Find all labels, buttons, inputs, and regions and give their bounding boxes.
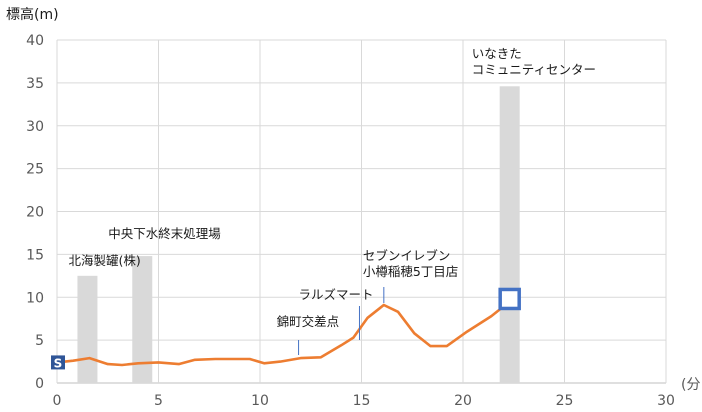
x-tick-label: 30 [657,393,675,409]
annotation-label: 中央下水終末処理場 [108,226,221,241]
landmark-bar [77,275,98,383]
y-tick-label: 15 [26,247,44,263]
start-marker [51,355,65,370]
y-tick-label: 40 [26,33,44,49]
annotation-label: コミュニティセンター [472,62,596,77]
annotation-label: セブンイレブン [363,248,451,263]
x-tick-label: 10 [251,393,269,409]
x-axis-unit-label: (分 [681,377,700,393]
start-marker-label: S [54,356,63,370]
x-tick-label: 25 [556,393,574,409]
end-marker [498,287,521,311]
x-tick-label: 15 [353,393,371,409]
x-tick-label: 0 [53,393,62,409]
tick-layer: 0 5 10 15 20 25 30 35 40 0 5 10 15 20 25 30 [26,33,675,409]
annotation-label: 北海製罐(株) [68,253,140,268]
marker-layer: S [51,287,521,370]
y-tick-label: 20 [26,205,44,221]
y-tick-label: 5 [35,333,44,349]
x-tick-label: 20 [454,393,472,409]
line-layer [55,300,512,367]
annotation-label: 錦町交差点 [277,314,340,329]
y-tick-label: 30 [26,119,44,135]
annotation-label: いなきた [472,46,522,61]
annotation-label: 小樽稲穂5丁目店 [363,264,458,279]
y-tick-label: 10 [26,290,44,306]
elevation-line [55,300,512,367]
x-tick-label: 5 [154,393,163,409]
landmark-bar [132,256,153,383]
y-tick-label: 25 [26,162,44,178]
y-tick-label: 35 [26,76,44,92]
y-tick-label: 0 [35,376,44,392]
y-axis-label: 標高(m) [6,6,59,23]
landmark-bar [499,86,520,384]
annotation-label: ラルズマート [298,287,373,302]
